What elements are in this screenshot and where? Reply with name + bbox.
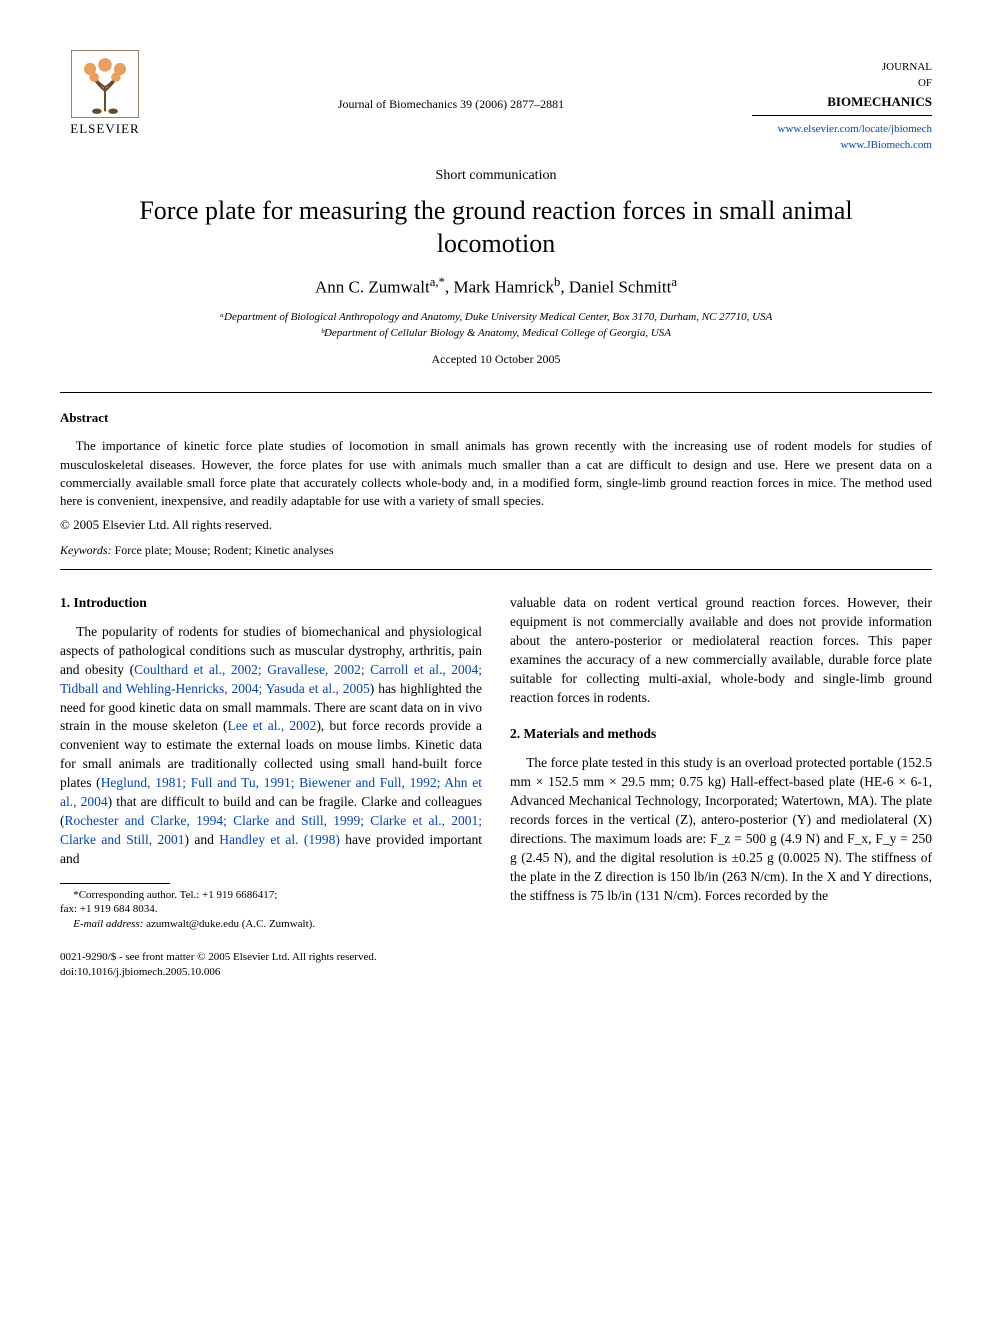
footnote-email-line: E-mail address: azumwalt@duke.edu (A.C. … <box>60 917 482 932</box>
column-left: 1. Introduction The popularity of rodent… <box>60 594 482 932</box>
journal-link-1[interactable]: www.elsevier.com/locate/jbiomech <box>752 122 932 137</box>
keywords-label: Keywords: <box>60 543 112 557</box>
footnote-fax: fax: +1 919 684 8034. <box>60 902 482 917</box>
journal-citation: Journal of Biomechanics 39 (2006) 2877–2… <box>150 50 752 113</box>
footnote-separator <box>60 883 170 884</box>
footnote-email: azumwalt@duke.edu (A.C. Zumwalt). <box>143 918 315 930</box>
journal-brand-line1: JOURNAL <box>752 60 932 74</box>
journal-brand-line2: OF <box>752 76 932 90</box>
methods-heading: 2. Materials and methods <box>510 725 932 744</box>
footnote-tel: *Corresponding author. Tel.: +1 919 6686… <box>60 888 482 903</box>
citation-link[interactable]: Handley et al. (1998) <box>219 832 340 847</box>
page-header: ELSEVIER Journal of Biomechanics 39 (200… <box>60 50 932 154</box>
corresponding-author-footnote: *Corresponding author. Tel.: +1 919 6686… <box>60 888 482 933</box>
abstract-copyright: © 2005 Elsevier Ltd. All rights reserved… <box>60 516 932 534</box>
keywords-line: Keywords: Force plate; Mouse; Rodent; Ki… <box>60 542 932 559</box>
bottom-metadata: 0021-9290/$ - see front matter © 2005 El… <box>60 950 932 980</box>
affiliation-b: ᵇDepartment of Cellular Biology & Anatom… <box>60 326 932 341</box>
publisher-name: ELSEVIER <box>70 120 139 138</box>
abstract-block: Abstract The importance of kinetic force… <box>60 392 932 570</box>
intro-heading: 1. Introduction <box>60 594 482 613</box>
footnote-email-label: E-mail address: <box>73 918 143 930</box>
journal-links: www.elsevier.com/locate/jbiomech www.JBi… <box>752 122 932 154</box>
methods-paragraph-1: The force plate tested in this study is … <box>510 754 932 905</box>
publisher-logo-block: ELSEVIER <box>60 50 150 138</box>
affiliation-a: ᵃDepartment of Biological Anthropology a… <box>60 310 932 325</box>
column-right: valuable data on rodent vertical ground … <box>510 594 932 905</box>
intro-text-e: ) and <box>184 832 219 847</box>
citation-link[interactable]: Lee et al., 2002 <box>228 718 317 733</box>
journal-brand-line3: BIOMECHANICS <box>752 93 932 111</box>
body-columns: 1. Introduction The popularity of rodent… <box>60 594 932 932</box>
affiliations: ᵃDepartment of Biological Anthropology a… <box>60 310 932 342</box>
journal-brand-block: JOURNAL OF BIOMECHANICS www.elsevier.com… <box>752 50 932 154</box>
abstract-text: The importance of kinetic force plate st… <box>60 437 932 510</box>
authors: Ann C. Zumwalta,*, Mark Hamrickb, Daniel… <box>60 274 932 299</box>
keywords-values: Force plate; Mouse; Rodent; Kinetic anal… <box>112 543 334 557</box>
accepted-date: Accepted 10 October 2005 <box>60 351 932 368</box>
doi-line: doi:10.1016/j.jbiomech.2005.10.006 <box>60 965 932 980</box>
front-matter-line: 0021-9290/$ - see front matter © 2005 El… <box>60 950 932 965</box>
article-type: Short communication <box>60 166 932 186</box>
intro-paragraph-1-cont: valuable data on rodent vertical ground … <box>510 594 932 707</box>
journal-link-2[interactable]: www.JBiomech.com <box>752 138 932 153</box>
article-title: Force plate for measuring the ground rea… <box>100 195 892 260</box>
elsevier-tree-icon <box>71 50 139 118</box>
intro-paragraph-1: The popularity of rodents for studies of… <box>60 623 482 869</box>
abstract-heading: Abstract <box>60 409 932 427</box>
